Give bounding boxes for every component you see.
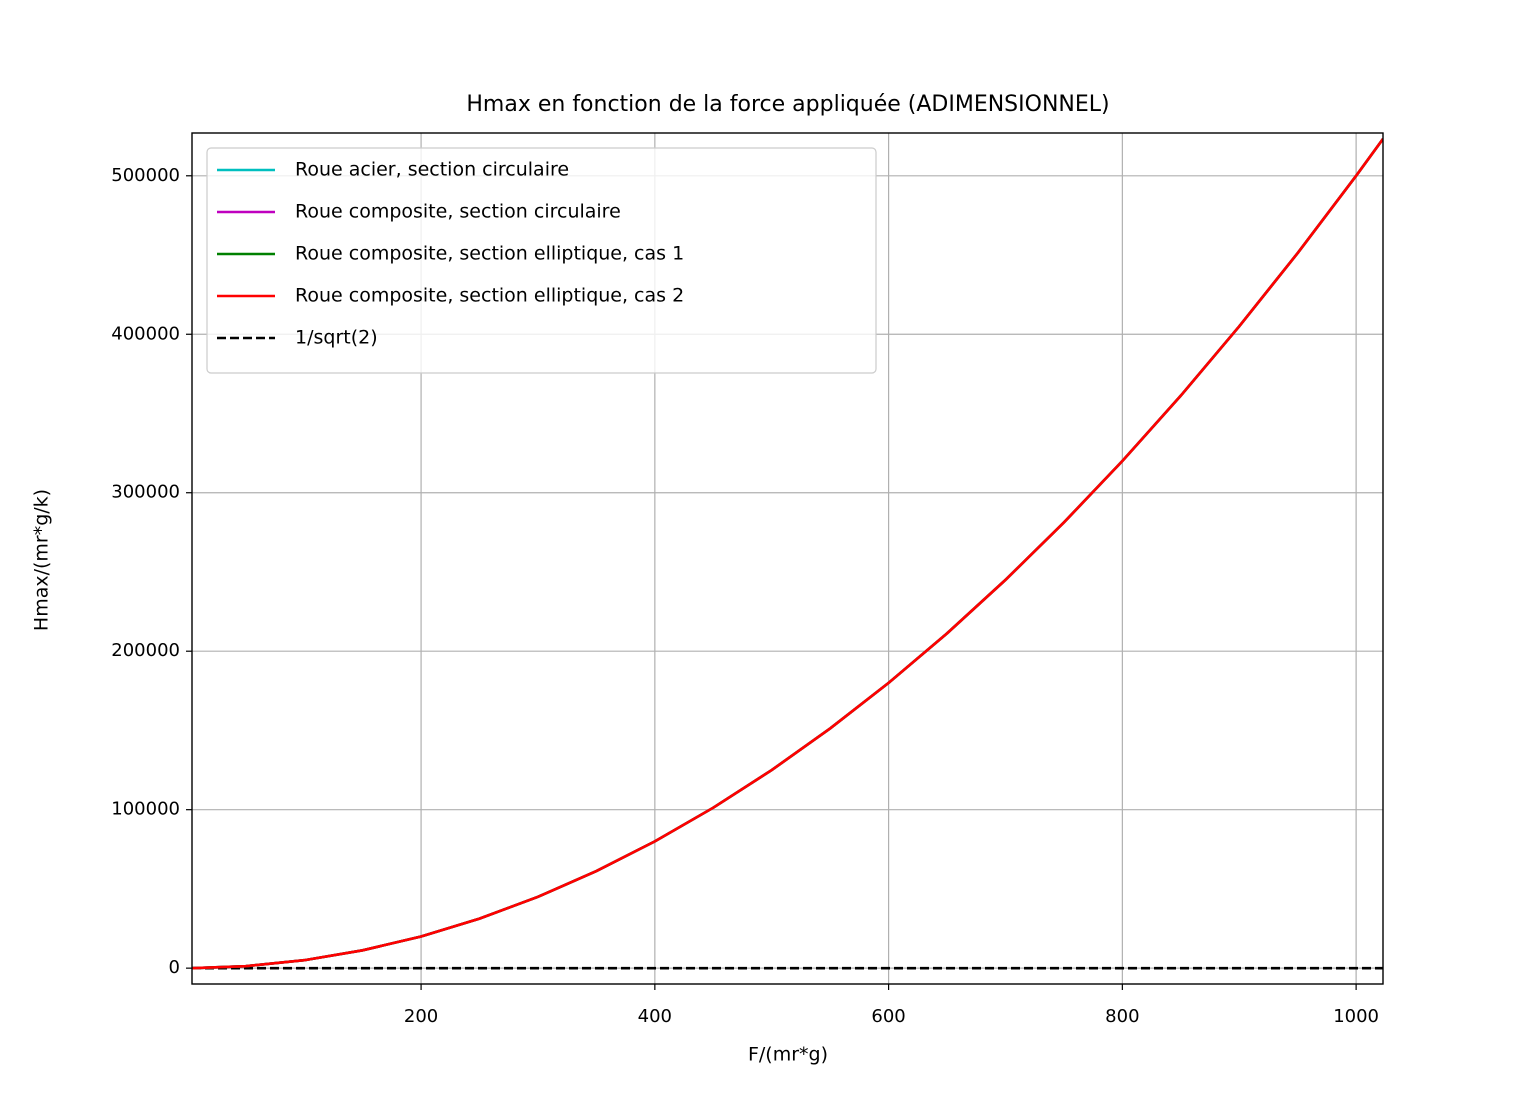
legend-label: Roue composite, section circulaire: [295, 201, 621, 223]
y-tick-label: 400000: [111, 323, 180, 344]
x-axis-label: F/(mr*g): [748, 1044, 828, 1066]
y-tick-label: 0: [169, 957, 180, 978]
y-tick-label: 100000: [111, 799, 180, 820]
series-line: [192, 138, 1383, 970]
x-tick-label: 400: [638, 1006, 672, 1027]
x-tick-label: 600: [871, 1006, 905, 1027]
x-tick-label: 1000: [1333, 1006, 1379, 1027]
plot-frame: [191, 132, 1384, 985]
y-tick-label: 200000: [111, 640, 180, 661]
legend-label: Roue acier, section circulaire: [295, 159, 569, 181]
y-tick-label: 300000: [111, 482, 180, 503]
legend-box: [206, 147, 877, 374]
legend-label: Roue composite, section elliptique, cas …: [295, 285, 684, 307]
legend-label: Roue composite, section elliptique, cas …: [295, 243, 684, 265]
y-axis-label: Hmax/(mr*g/k): [31, 489, 53, 631]
legend-label: 1/sqrt(2): [295, 327, 378, 349]
x-tick-label: 200: [404, 1006, 438, 1027]
chart-title: Hmax en fonction de la force appliquée (…: [466, 92, 1109, 117]
y-tick-label: 500000: [111, 165, 180, 186]
x-tick-label: 800: [1105, 1006, 1139, 1027]
